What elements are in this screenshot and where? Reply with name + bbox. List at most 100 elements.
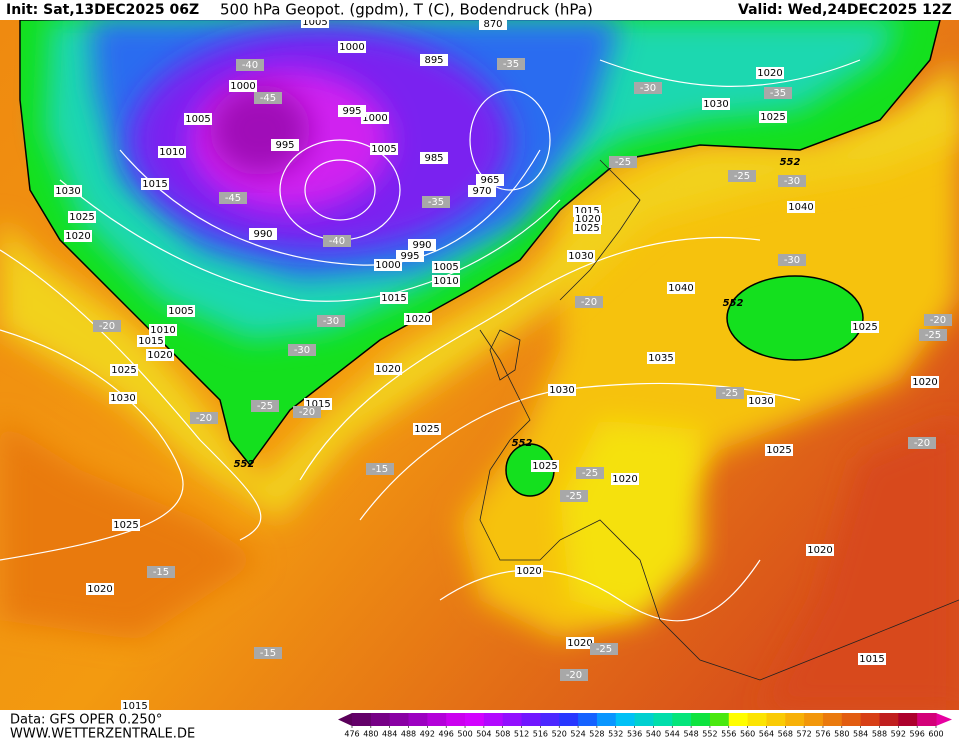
pressure-label-box xyxy=(54,185,82,197)
legend-label: 588 xyxy=(872,730,887,739)
pressure-label-box xyxy=(667,282,695,294)
isobars xyxy=(0,59,861,622)
data-source: Data: GFS OPER 0.250° xyxy=(10,713,162,728)
pressure-label: 995 xyxy=(400,251,419,262)
isobar xyxy=(0,329,184,561)
pressure-label: 1025 xyxy=(766,445,791,456)
temperature-label-box xyxy=(251,400,279,412)
legend-label: 596 xyxy=(910,730,925,739)
pressure-label: 965 xyxy=(480,175,499,186)
pressure-label-box xyxy=(702,98,730,110)
temperature-label-box xyxy=(560,490,588,502)
legend-swatch xyxy=(747,713,767,726)
pressure-label-box xyxy=(338,105,366,117)
temperature-label-box xyxy=(590,643,618,655)
init-time: Init: Sat,13DEC2025 06Z xyxy=(6,2,199,18)
temperature-label: -25 xyxy=(596,644,612,655)
coastline xyxy=(489,329,521,381)
legend-swatch xyxy=(540,713,560,726)
temperature-label: -25 xyxy=(615,157,631,168)
pressure-label: 1025 xyxy=(532,461,557,472)
legend-swatch xyxy=(917,713,937,726)
legend-arrow-high xyxy=(936,713,952,726)
temperature-label: -30 xyxy=(294,345,310,356)
legend-label: 552 xyxy=(702,730,717,739)
temperature-label: -30 xyxy=(640,83,656,94)
pressure-label: 895 xyxy=(424,55,443,66)
legend-label: 544 xyxy=(665,730,680,739)
pressure-label-box xyxy=(806,544,834,556)
legend-swatch xyxy=(841,713,862,726)
legend-swatch xyxy=(427,713,447,726)
pressure-label-box xyxy=(759,111,787,123)
temp-field xyxy=(0,60,959,520)
pressure-label-box xyxy=(109,392,137,404)
pressure-label: 1025 xyxy=(852,322,877,333)
valid-time: Valid: Wed,24DEC2025 12Z xyxy=(738,2,952,18)
legend-label: 540 xyxy=(646,730,661,739)
legend-arrow-low xyxy=(338,713,352,726)
cold-area xyxy=(726,275,864,361)
pressure-label: 995 xyxy=(275,140,294,151)
pressure-label: 1030 xyxy=(55,186,80,197)
legend-swatch xyxy=(596,713,617,726)
temperature-label-box xyxy=(575,296,603,308)
pressure-label: 1020 xyxy=(147,350,172,361)
header-bar xyxy=(0,0,959,20)
temperature-label: -35 xyxy=(428,197,444,208)
legend-label: 556 xyxy=(721,730,736,739)
pressure-label: 990 xyxy=(412,240,431,251)
pressure-label: 1030 xyxy=(748,396,773,407)
pressure-label: 1015 xyxy=(859,654,884,665)
pressure-label-box xyxy=(468,185,496,197)
legend-label: 560 xyxy=(740,730,755,739)
map-title: 500 hPa Geopot. (gpdm), T (C), Bodendruc… xyxy=(220,1,593,19)
isobar xyxy=(304,159,376,221)
legend-swatch xyxy=(634,713,654,726)
pressure-label: 1025 xyxy=(111,365,136,376)
pressure-label-box xyxy=(110,364,138,376)
coastline xyxy=(559,159,641,301)
pressure-label-box xyxy=(756,67,784,79)
legend-swatch xyxy=(483,713,504,726)
pressure-label: 1015 xyxy=(122,701,147,712)
pressure-label-box xyxy=(301,20,329,28)
legend-label: 488 xyxy=(401,730,416,739)
temperature-label-box xyxy=(219,192,247,204)
temperature-label-box xyxy=(908,437,936,449)
pressure-label: 1005 xyxy=(433,262,458,273)
temp-field xyxy=(760,420,959,710)
temperature-label: -20 xyxy=(566,670,582,681)
pressure-label: 1020 xyxy=(575,214,600,225)
temperature-label-box xyxy=(924,314,952,326)
pressure-label-box xyxy=(271,139,299,151)
pressure-label-box xyxy=(408,239,436,251)
pressure-label: 1000 xyxy=(339,42,364,53)
pressure-label: 1020 xyxy=(516,566,541,577)
pressure-label-box xyxy=(566,637,594,649)
pressure-label-box xyxy=(229,80,257,92)
temperature-label-box xyxy=(236,59,264,71)
legend-label: 548 xyxy=(683,730,698,739)
isobar xyxy=(599,59,861,87)
isobar xyxy=(119,149,541,266)
legend-swatch xyxy=(446,713,466,726)
geopotential-label: 552 xyxy=(234,459,255,470)
pressure-label-box xyxy=(413,423,441,435)
pressure-label: 1000 xyxy=(375,260,400,271)
pressure-label-box xyxy=(112,519,140,531)
legend-swatch xyxy=(822,713,843,726)
temperature-label-box xyxy=(497,58,525,70)
temperature-label: -30 xyxy=(784,176,800,187)
temperature-label: -45 xyxy=(225,193,241,204)
pressure-label-box xyxy=(611,473,639,485)
legend-swatch xyxy=(691,713,711,726)
legend-swatch xyxy=(502,713,523,726)
pressure-label-box xyxy=(141,178,169,190)
pressure-label-box xyxy=(370,143,398,155)
temperature-label-box xyxy=(147,566,175,578)
legend-swatch xyxy=(785,713,805,726)
